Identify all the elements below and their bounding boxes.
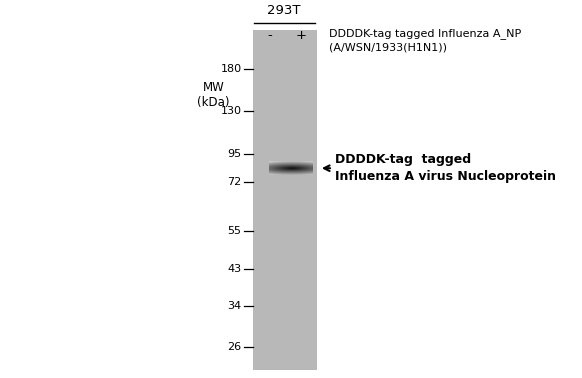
Text: 34: 34 <box>228 301 242 311</box>
Bar <box>253 30 317 370</box>
Text: 180: 180 <box>221 64 242 74</box>
Text: 95: 95 <box>228 149 242 159</box>
Text: MW
(kDa): MW (kDa) <box>197 81 230 109</box>
Text: -: - <box>267 29 272 42</box>
Text: 130: 130 <box>221 106 242 116</box>
Text: DDDDK-tag tagged Influenza A_NP
(A/WSN/1933(H1N1)): DDDDK-tag tagged Influenza A_NP (A/WSN/1… <box>329 28 521 53</box>
Text: DDDDK-tag  tagged
Influenza A virus Nucleoprotein: DDDDK-tag tagged Influenza A virus Nucle… <box>335 153 556 183</box>
Text: +: + <box>296 29 307 42</box>
Text: 72: 72 <box>228 177 242 187</box>
Text: 26: 26 <box>228 342 242 352</box>
Text: 43: 43 <box>228 264 242 274</box>
Text: 293T: 293T <box>267 4 301 17</box>
Text: 55: 55 <box>228 226 242 236</box>
